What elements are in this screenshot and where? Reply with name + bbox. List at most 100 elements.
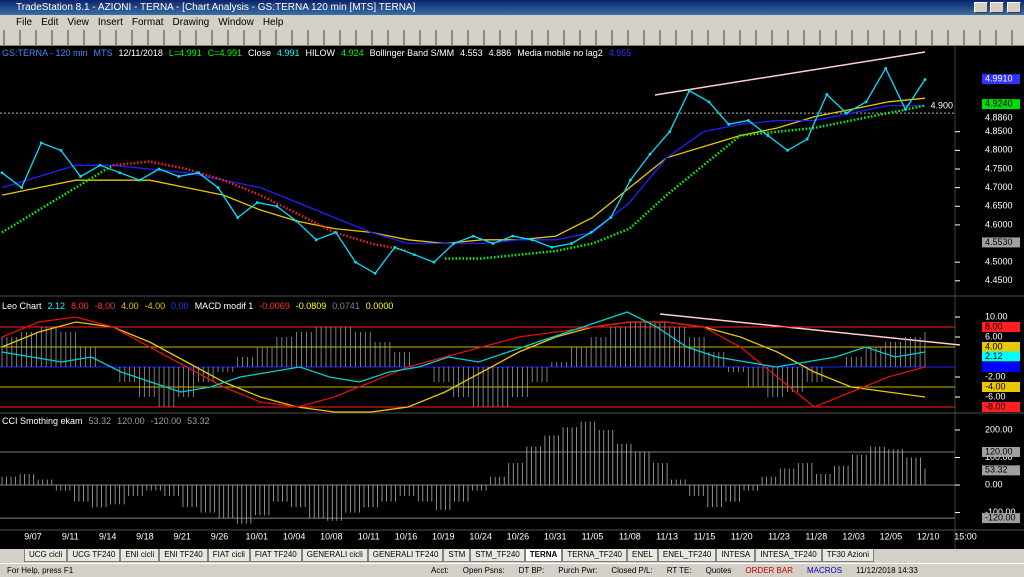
price-point xyxy=(707,100,711,104)
header-value: Leo Chart xyxy=(2,301,42,311)
value-marker xyxy=(982,513,1020,524)
y-tick-label: 10.00 xyxy=(985,311,1008,321)
menu-item[interactable]: Insert xyxy=(97,17,123,28)
sheet-tab[interactable]: TERNA xyxy=(524,549,563,562)
y-tick-label: 4.8500 xyxy=(985,126,1013,136)
x-tick-label: 10/24 xyxy=(469,531,492,541)
x-tick-label: 9/18 xyxy=(136,531,154,541)
menu-item[interactable]: File xyxy=(16,17,33,28)
price-point xyxy=(354,260,357,264)
header-value: 120.00 xyxy=(117,416,145,426)
window-title: TradeStation 8.1 - AZIONI - TERNA - [Cha… xyxy=(16,2,416,13)
sheet-tab[interactable]: ENI cicli xyxy=(120,549,160,562)
minimize-button[interactable] xyxy=(974,2,988,13)
price-point xyxy=(825,93,829,96)
price-point xyxy=(550,245,554,249)
indicator-line xyxy=(1,104,926,260)
price-point xyxy=(629,178,632,182)
menu-item[interactable]: Edit xyxy=(41,17,59,28)
sheet-tab[interactable]: STM_TF240 xyxy=(470,549,525,562)
value-marker-label: 4.9910 xyxy=(985,74,1013,84)
value-marker-label: 8.00 xyxy=(985,321,1003,331)
x-tick-label: 10/31 xyxy=(544,531,567,541)
status-field: ORDER BAR xyxy=(745,566,793,575)
price-point xyxy=(923,78,927,81)
price-point xyxy=(884,66,888,70)
title-bar: TradeStation 8.1 - AZIONI - TERNA - [Cha… xyxy=(0,0,1024,15)
sheet-tab[interactable]: STM xyxy=(443,549,471,562)
header-value: -8.00 xyxy=(95,301,116,311)
price-point xyxy=(0,171,4,175)
value-marker-label: 53.32 xyxy=(985,465,1008,475)
sheet-tab[interactable]: INTESA_TF240 xyxy=(755,549,822,562)
price-point xyxy=(314,238,318,242)
sheet-tab[interactable]: FIAT TF240 xyxy=(249,549,302,562)
y-tick-label: 4.7000 xyxy=(985,182,1013,192)
x-tick-label: 11/13 xyxy=(656,531,678,541)
status-field: Purch Pwr: xyxy=(558,566,598,575)
price-point xyxy=(334,230,338,234)
trend-line xyxy=(654,51,926,96)
menu-item[interactable]: Help xyxy=(262,17,284,28)
indicator-line xyxy=(1,321,926,413)
sheet-tab[interactable]: GENERALI cicli xyxy=(301,549,368,562)
menu-item[interactable]: Drawing xyxy=(172,17,210,28)
price-point xyxy=(786,148,789,152)
y-tick-label: 4.6500 xyxy=(985,201,1013,211)
x-tick-label: 9/26 xyxy=(211,531,229,541)
header-value: Close xyxy=(248,48,271,58)
sheet-tab[interactable]: ENEL_TF240 xyxy=(657,549,717,562)
menu-item[interactable]: Window xyxy=(218,17,254,28)
y-tick-label: 200.00 xyxy=(985,424,1013,434)
header-value: 0.00 xyxy=(171,301,189,311)
menu-item[interactable]: Format xyxy=(131,17,164,28)
y-tick-label: -6.00 xyxy=(985,391,1006,401)
sheet-tab[interactable]: UCG cicli xyxy=(24,549,68,562)
reference-label: 4.900 xyxy=(930,100,953,110)
price-point xyxy=(98,163,102,167)
header-value: 12/11/2018 xyxy=(119,48,163,58)
x-tick-label: 10/26 xyxy=(507,531,530,541)
price-point xyxy=(648,152,652,156)
price-point xyxy=(687,89,691,93)
price-point xyxy=(275,204,279,208)
value-marker-label: 4.00 xyxy=(985,341,1003,351)
value-marker-label: 2.12 xyxy=(985,351,1003,361)
value-marker xyxy=(982,99,1020,110)
sheet-tab[interactable]: INTESA xyxy=(716,549,756,562)
sheet-tab[interactable]: TF30 Azioni xyxy=(821,549,874,562)
sheet-tab[interactable]: GENERALI TF240 xyxy=(367,549,444,562)
header-value: HILOW xyxy=(306,48,336,58)
header-value: -0.0069 xyxy=(259,301,290,311)
price-point xyxy=(746,119,750,122)
sheet-tab[interactable]: UCG TF240 xyxy=(67,549,121,562)
value-marker-label: 0.00 xyxy=(985,361,1003,371)
x-tick-label: 9/14 xyxy=(99,531,117,541)
x-tick-label: 10/16 xyxy=(395,531,418,541)
header-value: 53.32 xyxy=(89,416,112,426)
sheet-tab[interactable]: ENEL xyxy=(627,549,658,562)
indicator-line xyxy=(1,311,926,393)
indicator-line xyxy=(1,316,926,408)
menu-item[interactable]: View xyxy=(67,17,89,28)
x-tick-label: 9/21 xyxy=(173,531,191,541)
indicator-line xyxy=(1,67,926,275)
header-value: 8.00 xyxy=(71,301,89,311)
price-point xyxy=(668,130,672,134)
x-tick-label: 11/15 xyxy=(693,531,715,541)
panel-header: GS:TERNA - 120 min MTS 12/11/2018 L=4.991 C=… xyxy=(2,48,631,58)
price-point xyxy=(59,148,63,152)
close-button[interactable] xyxy=(1007,2,1021,13)
toolbar xyxy=(0,30,1024,46)
status-field: Closed P/L: xyxy=(611,566,653,575)
price-point xyxy=(177,175,181,178)
sheet-tab[interactable]: TERNA_TF240 xyxy=(562,549,627,562)
value-marker xyxy=(982,74,1020,85)
maximize-button[interactable] xyxy=(990,2,1004,13)
price-point xyxy=(216,186,220,190)
sheet-tab[interactable]: ENI TF240 xyxy=(159,549,208,562)
header-value: -120.00 xyxy=(151,416,182,426)
sheet-tab[interactable]: FIAT cicli xyxy=(207,549,250,562)
y-tick-label: 4.8000 xyxy=(985,145,1013,155)
value-marker xyxy=(982,465,1020,476)
